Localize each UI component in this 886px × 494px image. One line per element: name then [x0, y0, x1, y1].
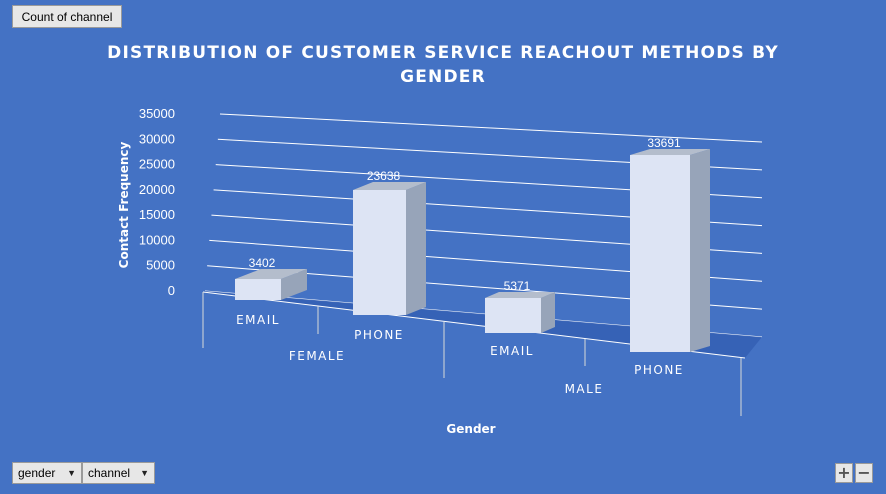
- data-label: 23638: [367, 169, 401, 183]
- x-category-label: PHONE: [634, 363, 684, 377]
- bars: 3402 23638 5371 33691: [235, 136, 710, 352]
- row-field-gender-label: gender: [18, 466, 56, 480]
- dropdown-arrow-icon: ▼: [67, 468, 76, 478]
- bar-front-face: [630, 155, 690, 352]
- data-label: 33691: [647, 136, 681, 150]
- value-field-label: Count of channel: [21, 9, 113, 24]
- minus-icon: −: [857, 463, 871, 482]
- collapse-button[interactable]: −: [855, 463, 873, 483]
- chart-title-line-2: GENDER: [400, 67, 486, 87]
- bar-top-face: [485, 292, 555, 298]
- bar: [235, 269, 307, 300]
- row-field-gender-dropdown[interactable]: gender ▼: [12, 462, 82, 484]
- bar-side-face: [541, 292, 555, 333]
- dropdown-arrow-icon: ▼: [140, 468, 149, 478]
- bar-top-face: [235, 269, 307, 279]
- bar: [353, 182, 426, 315]
- x-category-label: EMAIL: [490, 344, 534, 358]
- y-tick-label: 15000: [139, 207, 175, 222]
- bar-side-face: [690, 149, 710, 352]
- x-category-label: PHONE: [354, 328, 404, 342]
- y-axis-ticks: 0 5000 10000 15000 20000 25000 30000 35000: [139, 106, 175, 298]
- x-group-label: MALE: [565, 382, 604, 396]
- expand-button[interactable]: +: [835, 463, 853, 483]
- x-group-label: FEMALE: [289, 349, 345, 363]
- bar-top-face: [353, 182, 426, 190]
- bar-top-face: [630, 149, 710, 155]
- x-category-label: EMAIL: [236, 313, 280, 327]
- data-label: 3402: [249, 256, 276, 270]
- row-field-channel-label: channel: [88, 466, 131, 480]
- bar: [630, 149, 710, 352]
- y-tick-label: 0: [168, 283, 175, 298]
- y-tick-label: 10000: [139, 232, 175, 247]
- y-tick-label: 5000: [146, 258, 175, 273]
- y-axis-title: Contact Frequency: [117, 141, 131, 268]
- row-field-channel-dropdown[interactable]: channel ▼: [82, 462, 155, 484]
- bar-front-face: [485, 298, 541, 333]
- chart-title-line-1: DISTRIBUTION OF CUSTOMER SERVICE REACHOU…: [107, 43, 779, 63]
- floor-plane: [203, 291, 762, 358]
- y-tick-label: 30000: [139, 131, 175, 146]
- bar-front-face: [353, 190, 406, 315]
- x-axis-categories: EMAIL PHONE EMAIL PHONE FEMALE MALE: [202, 292, 742, 416]
- data-label: 5371: [504, 279, 531, 293]
- bar-side-face: [281, 269, 307, 300]
- y-tick-label: 35000: [139, 106, 175, 121]
- gridline: [219, 113, 763, 143]
- x-axis-title: Gender: [446, 422, 495, 436]
- bar-side-face: [406, 182, 426, 315]
- y-tick-label: 20000: [139, 182, 175, 197]
- plus-icon: +: [837, 463, 851, 482]
- bar-front-face: [235, 279, 281, 300]
- value-field-button[interactable]: Count of channel: [12, 5, 122, 28]
- bar: [485, 292, 555, 333]
- y-tick-label: 25000: [139, 157, 175, 172]
